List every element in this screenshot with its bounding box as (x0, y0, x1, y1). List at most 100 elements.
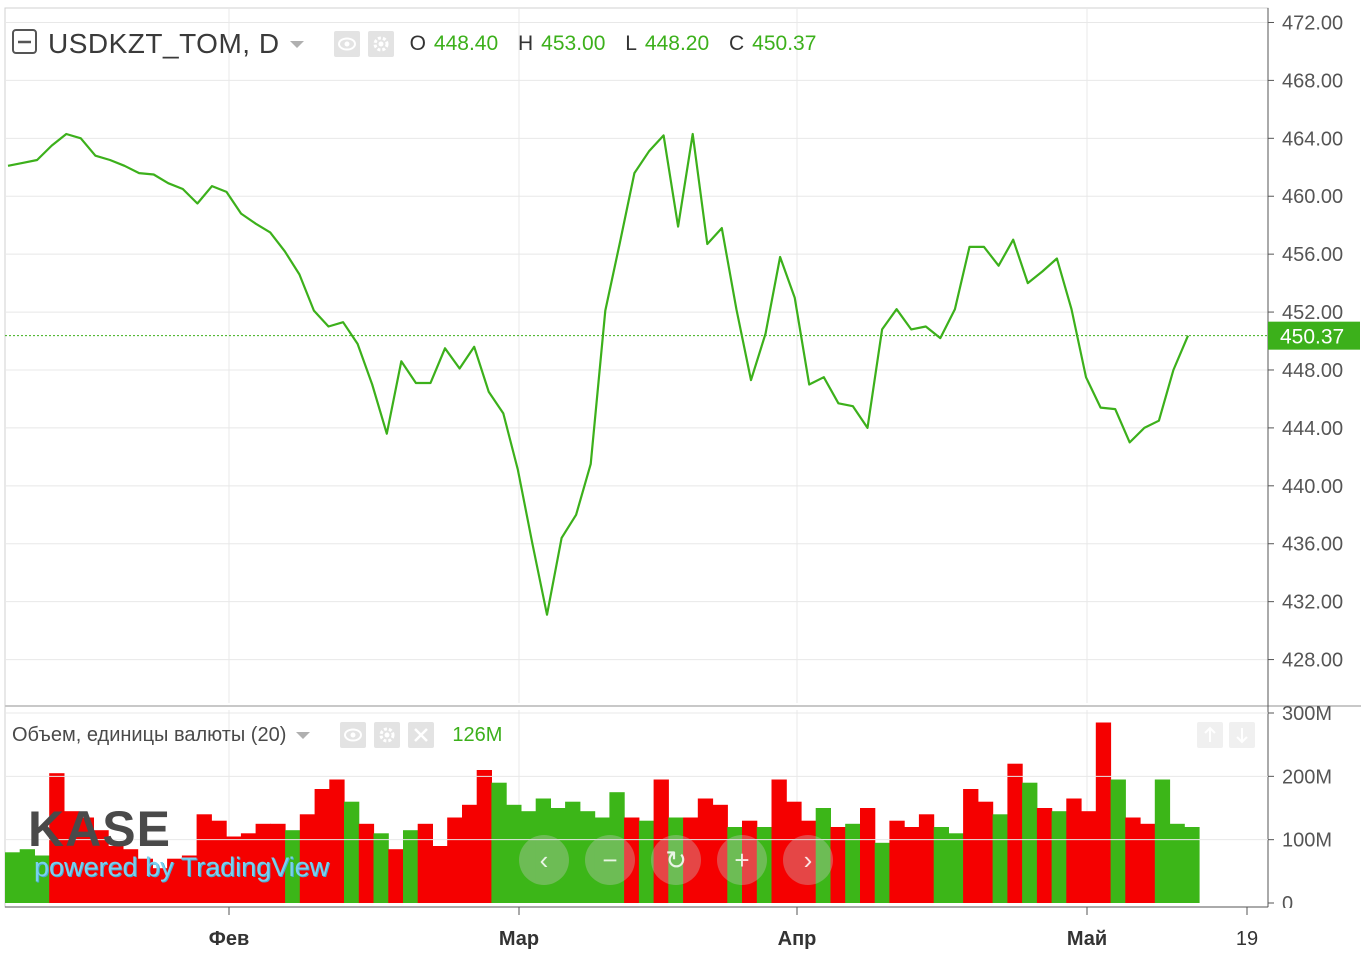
volume-bar (948, 833, 964, 903)
ohlc-readout: O 448.40 H 453.00 L 448.20 C 450.37 (410, 32, 831, 56)
volume-bar (1007, 763, 1023, 903)
low-value: 448.20 (644, 32, 710, 55)
volume-bar (285, 830, 301, 903)
collapse-icon[interactable] (12, 28, 38, 60)
volume-bar (1022, 782, 1038, 903)
volume-gear-icon[interactable] (374, 722, 401, 748)
logo: KASE (28, 800, 171, 858)
volume-bar (727, 827, 743, 903)
volume-bar (904, 827, 920, 903)
volume-bar (329, 779, 345, 903)
volume-bar (196, 814, 212, 903)
volume-y-tick-label: 0 (1282, 893, 1293, 915)
chevron-left-icon[interactable]: ‹ (519, 835, 569, 885)
gear-icon[interactable] (367, 31, 394, 57)
volume-eye-icon[interactable] (340, 722, 367, 748)
volume-y-tick-label: 300M (1282, 703, 1332, 725)
y-tick-label: 456.00 (1282, 244, 1343, 266)
volume-bar (167, 858, 183, 903)
x-tick-label: Фев (209, 928, 250, 950)
y-tick-label: 452.00 (1282, 302, 1343, 324)
volume-bar (683, 817, 699, 903)
volume-bar (874, 842, 890, 903)
volume-bar (653, 779, 669, 903)
volume-bar (314, 789, 330, 903)
volume-legend: Объем, единицы валюты (20) 126M (12, 720, 502, 750)
volume-bar (93, 830, 109, 903)
volume-bar (255, 823, 271, 903)
volume-bar (417, 823, 433, 903)
y-tick-label: 448.00 (1282, 360, 1343, 382)
y-tick-label: 444.00 (1282, 418, 1343, 440)
arrow-up-icon[interactable] (1197, 722, 1223, 748)
volume-bar (299, 814, 316, 903)
volume-bar (771, 779, 787, 903)
volume-bar (226, 836, 242, 903)
volume-bar (992, 814, 1008, 903)
volume-bar (845, 823, 861, 903)
y-tick-label: 468.00 (1282, 70, 1343, 92)
chevron-right-icon[interactable]: › (783, 835, 833, 885)
volume-bar (786, 801, 802, 903)
volume-bar (240, 833, 257, 903)
volume-bar (801, 820, 817, 903)
close-label: C (729, 32, 745, 55)
volume-bar (270, 823, 286, 903)
volume-bar (550, 808, 566, 903)
volume-bar (34, 855, 50, 903)
volume-bar (1169, 823, 1185, 903)
y-tick-label: 440.00 (1282, 476, 1343, 498)
y-tick-label: 436.00 (1282, 534, 1343, 556)
volume-bar (697, 798, 714, 903)
powered-by-text: powered by TradingView (34, 852, 330, 882)
zoom-out-icon[interactable]: − (585, 835, 635, 885)
volume-bar (19, 849, 35, 903)
volume-bar (137, 858, 153, 903)
volume-bar (373, 833, 389, 903)
volume-bar (108, 846, 124, 903)
logo-text: KASE (28, 801, 171, 857)
y-tick-label: 464.00 (1282, 128, 1343, 150)
volume-bar (5, 852, 21, 903)
volume-bar (918, 814, 935, 903)
volume-bar (1036, 808, 1053, 903)
open-value: 448.40 (433, 32, 499, 55)
x-tick-label: Май (1067, 928, 1107, 950)
x-axis-band (0, 908, 1361, 960)
volume-bar (358, 823, 375, 903)
volume-bar (1140, 823, 1156, 903)
volume-bar (1051, 811, 1067, 903)
volume-close-icon[interactable] (408, 722, 435, 748)
high-value: 453.00 (541, 32, 606, 55)
eye-icon[interactable] (333, 31, 360, 57)
volume-bar (860, 808, 876, 903)
volume-bar (506, 804, 522, 903)
volume-bar (403, 830, 419, 903)
volume-bar (491, 782, 507, 903)
zoom-in-icon[interactable]: + (717, 835, 767, 885)
volume-bar (344, 801, 360, 903)
volume-bar (579, 811, 596, 903)
symbol-title[interactable]: USDKZT_TOM, D (48, 28, 280, 59)
volume-bar (963, 789, 979, 903)
y-tick-label: 428.00 (1282, 650, 1343, 672)
low-label: L (625, 32, 637, 55)
chevron-down-icon[interactable] (289, 40, 304, 48)
volume-title: Объем, единицы валюты (20) (12, 723, 287, 746)
high-label: H (517, 32, 534, 55)
volume-bar (889, 820, 905, 903)
x-tick-label: Мар (499, 928, 539, 950)
volume-bar (432, 846, 448, 903)
volume-chevron-down-icon[interactable] (296, 731, 311, 739)
volume-bar (462, 804, 478, 903)
volume-bar (830, 827, 846, 903)
volume-bar (624, 817, 640, 903)
last-price-label: 450.37 (1280, 326, 1344, 349)
arrow-down-icon[interactable] (1229, 722, 1255, 748)
volume-bar (756, 827, 773, 903)
volume-value: 126M (452, 723, 503, 746)
reset-icon[interactable]: ↻ (651, 835, 701, 885)
volume-bar (1095, 722, 1112, 903)
